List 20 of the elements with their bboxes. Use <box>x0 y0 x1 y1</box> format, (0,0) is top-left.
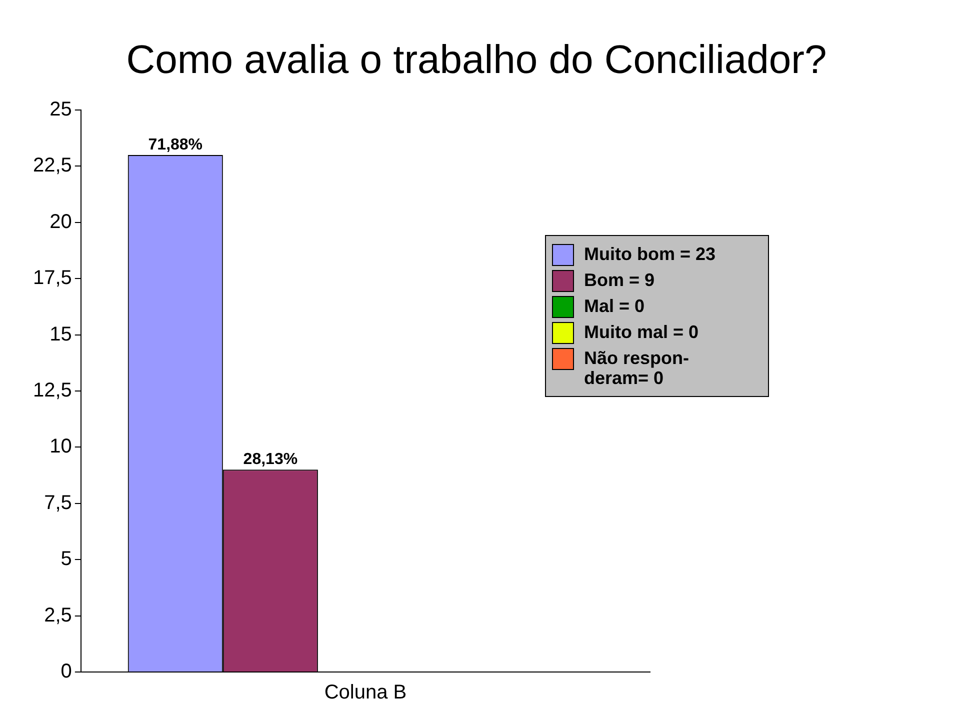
annotation: 71,88% <box>148 136 203 154</box>
annotation: 28,13% <box>243 451 298 468</box>
chart-title: Como avalia o trabalho do Conciliador? <box>125 38 828 83</box>
y-tick-label: 12,5 <box>32 380 72 402</box>
y-tick-label: 15 <box>50 323 72 346</box>
legend-label: Não respon- deram= 0 <box>584 348 690 388</box>
y-tick-label: 25 <box>50 98 72 121</box>
legend-label: Muito bom = 23 <box>584 244 717 264</box>
y-tick-label: 7,5 <box>44 492 72 514</box>
legend-label: Mal = 0 <box>584 296 646 316</box>
y-tick-label: 0 <box>60 660 72 683</box>
y-tick-label: 20 <box>50 210 72 233</box>
y-tick-label: 5 <box>60 548 72 570</box>
legend-label: Muito mal = 0 <box>584 322 700 342</box>
y-tick-label: 22,5 <box>32 154 72 177</box>
y-tick-label: 17,5 <box>32 267 72 290</box>
y-tick-label: 2,5 <box>44 604 72 626</box>
x-tick-label: Coluna B <box>324 682 407 704</box>
y-tick-label: 10 <box>50 436 72 458</box>
legend-label: Bom = 9 <box>584 270 656 290</box>
